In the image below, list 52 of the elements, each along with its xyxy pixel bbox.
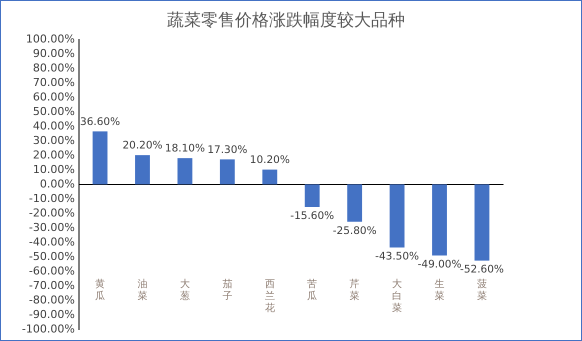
y-tick-label: -40.00% (28, 235, 75, 248)
x-tick-label: 油菜 (137, 278, 148, 302)
y-tick-label: -100.00% (22, 322, 75, 336)
y-tick-label: -80.00% (28, 293, 75, 306)
data-label: -25.80% (332, 224, 377, 237)
y-tick-label: 30.00% (32, 134, 75, 147)
x-tick-label: 茄子 (222, 278, 232, 302)
data-label: 10.20% (250, 154, 290, 166)
bar (220, 159, 235, 184)
y-tick-label: 50.00% (32, 104, 75, 118)
data-label: -52.60% (460, 264, 504, 276)
data-label: -15.60% (290, 210, 334, 222)
data-label: -43.50% (375, 250, 420, 262)
chart-title: 蔬菜零售价格涨跌幅度较大品种 (167, 10, 405, 31)
y-tick-label: 90.00% (32, 46, 75, 60)
x-tick-label: 大白菜 (392, 278, 402, 314)
data-label: 18.10% (164, 142, 205, 155)
y-tick-label: -30.00% (28, 220, 75, 234)
data-label: 17.30% (207, 144, 248, 156)
y-tick-label: -10.00% (28, 192, 75, 205)
bar (390, 184, 405, 248)
bar (262, 170, 278, 184)
y-tick-label: 100.00% (26, 32, 75, 46)
y-tick-label: 40.00% (32, 119, 75, 132)
y-tick-label: -20.00% (28, 206, 75, 220)
bar (432, 184, 447, 256)
data-label: 20.20% (122, 140, 163, 152)
y-tick-label: -60.00% (28, 264, 75, 278)
bar (474, 184, 490, 261)
x-tick-label: 菠菜 (476, 278, 487, 302)
bar (177, 158, 192, 184)
bar (347, 184, 362, 222)
x-tick-label: 西兰花 (264, 278, 275, 314)
x-tick-label: 生菜 (434, 278, 445, 302)
x-tick-label: 芹菜 (350, 278, 360, 302)
x-tick-label: 大葱 (180, 278, 190, 302)
x-tick-label: 苦瓜 (307, 278, 318, 302)
y-tick-label: 70.00% (32, 76, 75, 89)
bar (304, 184, 320, 208)
y-tick-label: -70.00% (28, 278, 75, 292)
y-tick-label: 80.00% (32, 61, 75, 74)
bar (135, 155, 150, 184)
y-tick-label: 0.00% (40, 177, 75, 190)
y-tick-label: 10.00% (32, 162, 75, 176)
data-label: -49.00% (418, 258, 462, 270)
bar (92, 131, 108, 184)
data-label: 36.60% (80, 116, 120, 128)
y-tick-label: 20.00% (32, 148, 75, 162)
y-tick-label: -90.00% (28, 308, 75, 321)
y-tick-label: -50.00% (28, 250, 75, 263)
x-tick-label: 黄瓜 (95, 278, 106, 302)
y-tick-label: 60.00% (32, 90, 75, 104)
